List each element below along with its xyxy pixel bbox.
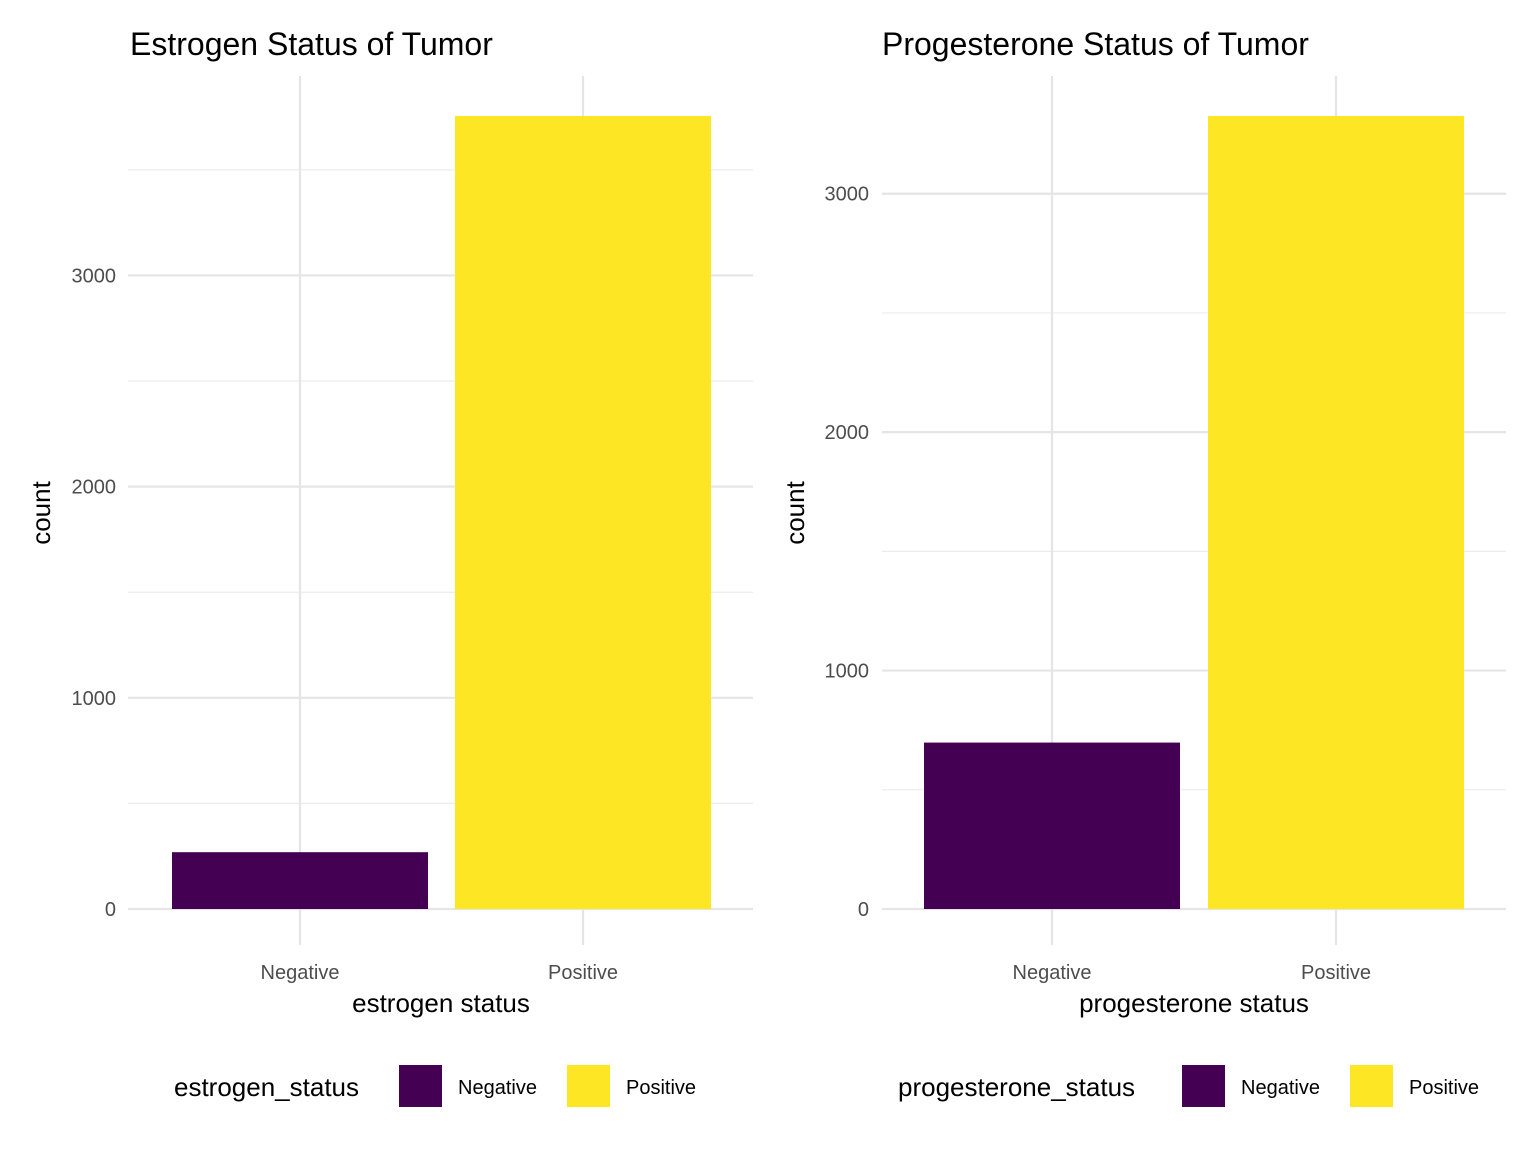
legend: estrogen_status Negative Positive <box>174 1065 696 1107</box>
y-tick-label: 1000 <box>825 661 870 683</box>
y-tick-label: 2000 <box>825 422 870 444</box>
progesterone-chart: Progesterone Status of Tumor 0 1000 2000 30… <box>780 26 1506 1107</box>
chart-title: Progesterone Status of Tumor <box>882 26 1309 62</box>
y-tick-label: 1000 <box>72 688 117 710</box>
bar-positive <box>1208 116 1464 909</box>
x-tick-labels: Negative Positive <box>261 962 618 984</box>
legend-label-positive: Positive <box>1409 1077 1479 1099</box>
bar-negative <box>172 852 428 909</box>
legend-swatch-positive <box>1350 1065 1393 1107</box>
x-tick-label: Negative <box>1013 962 1092 984</box>
legend-swatch-positive <box>567 1065 610 1107</box>
estrogen-chart: Estrogen Status of Tumor 0 1000 2000 3000 N… <box>26 26 753 1107</box>
y-tick-label: 3000 <box>825 184 870 206</box>
y-axis-title: count <box>780 480 810 544</box>
legend-label-negative: Negative <box>1241 1077 1320 1099</box>
x-tick-labels: Negative Positive <box>1013 962 1371 984</box>
x-tick-label: Negative <box>261 962 340 984</box>
chart-title: Estrogen Status of Tumor <box>130 26 493 62</box>
legend-label-negative: Negative <box>458 1077 537 1099</box>
bar-negative <box>924 742 1180 909</box>
y-tick-label: 2000 <box>72 477 117 499</box>
y-tick-labels: 0 1000 2000 3000 <box>825 184 870 921</box>
bars <box>924 116 1464 909</box>
x-axis-title: progesterone status <box>1079 988 1309 1018</box>
x-tick-label: Positive <box>1301 962 1371 984</box>
legend-title: progesterone_status <box>898 1072 1135 1102</box>
legend: progesterone_status Negative Positive <box>898 1065 1479 1107</box>
x-axis-title: estrogen status <box>352 988 530 1018</box>
y-tick-label: 3000 <box>72 265 117 287</box>
legend-title: estrogen_status <box>174 1072 359 1102</box>
y-tick-label: 0 <box>858 899 869 921</box>
y-tick-labels: 0 1000 2000 3000 <box>72 265 117 921</box>
y-axis-title: count <box>26 480 56 544</box>
y-tick-label: 0 <box>105 899 116 921</box>
legend-swatch-negative <box>399 1065 442 1107</box>
legend-swatch-negative <box>1182 1065 1225 1107</box>
bars <box>172 116 711 909</box>
bar-positive <box>455 116 711 909</box>
legend-label-positive: Positive <box>626 1077 696 1099</box>
x-tick-label: Positive <box>548 962 618 984</box>
